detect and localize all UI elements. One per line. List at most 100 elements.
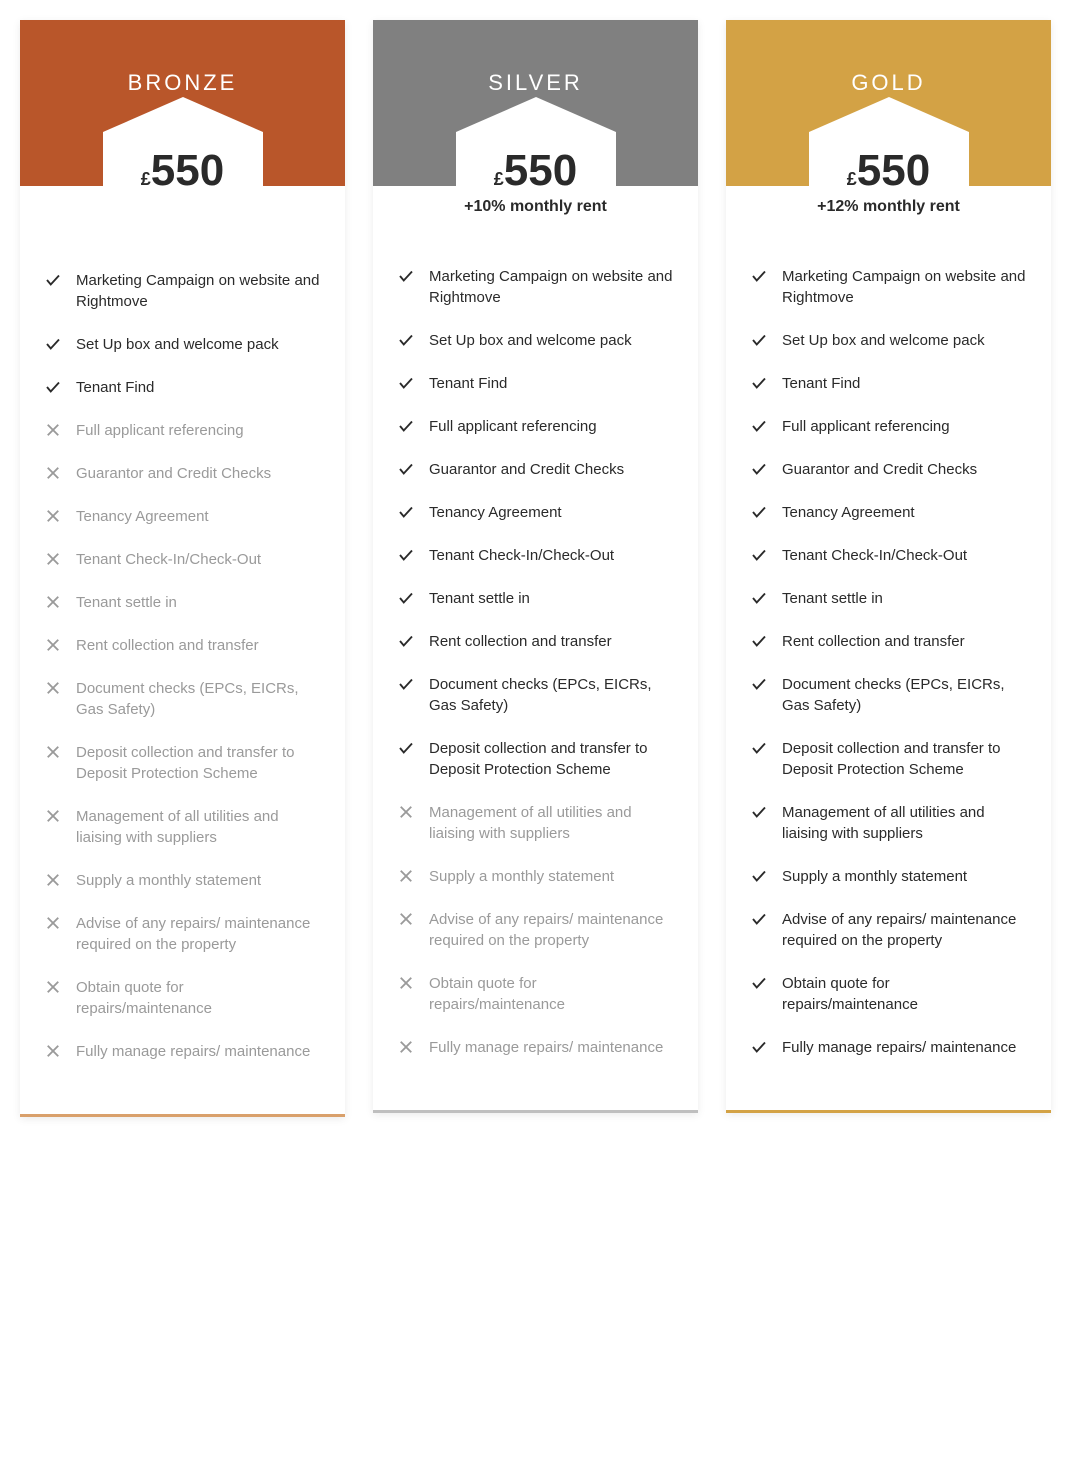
feature-row: Fully manage repairs/ maintenance — [44, 1041, 321, 1062]
feature-row: Management of all utilities and liaising… — [397, 802, 674, 844]
feature-text: Document checks (EPCs, EICRs, Gas Safety… — [782, 674, 1027, 716]
cross-icon — [44, 914, 62, 932]
feature-text: Advise of any repairs/ maintenance requi… — [76, 913, 321, 955]
feature-row: Obtain quote for repairs/maintenance — [397, 973, 674, 1015]
feature-row: Guarantor and Credit Checks — [750, 459, 1027, 480]
check-icon — [750, 374, 768, 392]
feature-row: Management of all utilities and liaising… — [750, 802, 1027, 844]
pricing-card-silver: SILVER£550+10% monthly rentMarketing Cam… — [373, 20, 698, 1113]
check-icon — [397, 331, 415, 349]
feature-row: Full applicant referencing — [397, 416, 674, 437]
feature-row: Advise of any repairs/ maintenance requi… — [397, 909, 674, 951]
feature-text: Full applicant referencing — [76, 420, 244, 441]
feature-text: Tenant Find — [782, 373, 860, 394]
price-section: £550+10% monthly rent — [373, 146, 698, 226]
feature-text: Rent collection and transfer — [782, 631, 965, 652]
feature-row: Supply a monthly statement — [750, 866, 1027, 887]
feature-row: Fully manage repairs/ maintenance — [397, 1037, 674, 1058]
feature-row: Deposit collection and transfer to Depos… — [397, 738, 674, 780]
price-currency: £ — [494, 169, 504, 189]
feature-row: Tenant settle in — [750, 588, 1027, 609]
feature-row: Tenancy Agreement — [750, 502, 1027, 523]
feature-row: Guarantor and Credit Checks — [397, 459, 674, 480]
feature-text: Supply a monthly statement — [782, 866, 967, 887]
feature-row: Tenant Find — [750, 373, 1027, 394]
price-amount: 550 — [504, 146, 577, 195]
feature-row: Guarantor and Credit Checks — [44, 463, 321, 484]
price-line: £550 — [393, 146, 678, 196]
feature-row: Tenant Find — [44, 377, 321, 398]
feature-row: Supply a monthly statement — [44, 870, 321, 891]
feature-text: Marketing Campaign on website and Rightm… — [429, 266, 674, 308]
check-icon — [397, 675, 415, 693]
check-icon — [44, 378, 62, 396]
feature-row: Tenant Check-In/Check-Out — [397, 545, 674, 566]
feature-text: Supply a monthly statement — [76, 870, 261, 891]
feature-text: Advise of any repairs/ maintenance requi… — [782, 909, 1027, 951]
tier-name: GOLD — [851, 70, 925, 95]
check-icon — [750, 803, 768, 821]
feature-row: Set Up box and welcome pack — [44, 334, 321, 355]
pricing-table: BRONZE £550 Marketing Campaign on website … — [20, 20, 1051, 1117]
feature-row: Rent collection and transfer — [750, 631, 1027, 652]
check-icon — [397, 546, 415, 564]
check-icon — [397, 374, 415, 392]
features-list: Marketing Campaign on website and Rightm… — [726, 226, 1051, 1110]
feature-text: Rent collection and transfer — [429, 631, 612, 652]
feature-text: Tenancy Agreement — [429, 502, 562, 523]
feature-text: Tenant Find — [76, 377, 154, 398]
feature-row: Full applicant referencing — [44, 420, 321, 441]
feature-text: Guarantor and Credit Checks — [782, 459, 977, 480]
cross-icon — [44, 507, 62, 525]
feature-text: Management of all utilities and liaising… — [782, 802, 1027, 844]
cross-icon — [44, 679, 62, 697]
price-line: £550 — [746, 146, 1031, 196]
feature-text: Set Up box and welcome pack — [76, 334, 279, 355]
check-icon — [750, 503, 768, 521]
feature-text: Guarantor and Credit Checks — [429, 459, 624, 480]
feature-row: Document checks (EPCs, EICRs, Gas Safety… — [44, 678, 321, 720]
check-icon — [397, 267, 415, 285]
cross-icon — [44, 593, 62, 611]
check-icon — [750, 632, 768, 650]
feature-row: Tenant Find — [397, 373, 674, 394]
price-line: £550 — [40, 146, 325, 196]
feature-text: Document checks (EPCs, EICRs, Gas Safety… — [76, 678, 321, 720]
feature-row: Tenant settle in — [397, 588, 674, 609]
feature-text: Management of all utilities and liaising… — [429, 802, 674, 844]
feature-text: Tenant Check-In/Check-Out — [782, 545, 967, 566]
feature-text: Rent collection and transfer — [76, 635, 259, 656]
check-icon — [397, 632, 415, 650]
features-list: Marketing Campaign on website and Rightm… — [20, 230, 345, 1114]
check-icon — [397, 503, 415, 521]
price-section: £550+12% monthly rent — [726, 146, 1051, 226]
check-icon — [750, 460, 768, 478]
cross-icon — [397, 1038, 415, 1056]
feature-row: Rent collection and transfer — [44, 635, 321, 656]
feature-text: Tenancy Agreement — [782, 502, 915, 523]
feature-text: Fully manage repairs/ maintenance — [76, 1041, 310, 1062]
feature-text: Tenant Check-In/Check-Out — [429, 545, 614, 566]
check-icon — [750, 974, 768, 992]
feature-row: Set Up box and welcome pack — [750, 330, 1027, 351]
cross-icon — [397, 910, 415, 928]
cross-icon — [397, 867, 415, 885]
cross-icon — [44, 871, 62, 889]
feature-row: Full applicant referencing — [750, 416, 1027, 437]
check-icon — [397, 417, 415, 435]
cross-icon — [44, 1042, 62, 1060]
feature-text: Marketing Campaign on website and Rightm… — [76, 270, 321, 312]
cross-icon — [44, 807, 62, 825]
feature-row: Tenancy Agreement — [44, 506, 321, 527]
tier-name: BRONZE — [128, 70, 238, 95]
check-icon — [44, 335, 62, 353]
cross-icon — [44, 550, 62, 568]
feature-row: Fully manage repairs/ maintenance — [750, 1037, 1027, 1058]
price-amount: 550 — [857, 146, 930, 195]
feature-text: Fully manage repairs/ maintenance — [782, 1037, 1016, 1058]
check-icon — [397, 739, 415, 757]
feature-text: Set Up box and welcome pack — [429, 330, 632, 351]
feature-row: Document checks (EPCs, EICRs, Gas Safety… — [750, 674, 1027, 716]
cross-icon — [44, 421, 62, 439]
feature-row: Set Up box and welcome pack — [397, 330, 674, 351]
